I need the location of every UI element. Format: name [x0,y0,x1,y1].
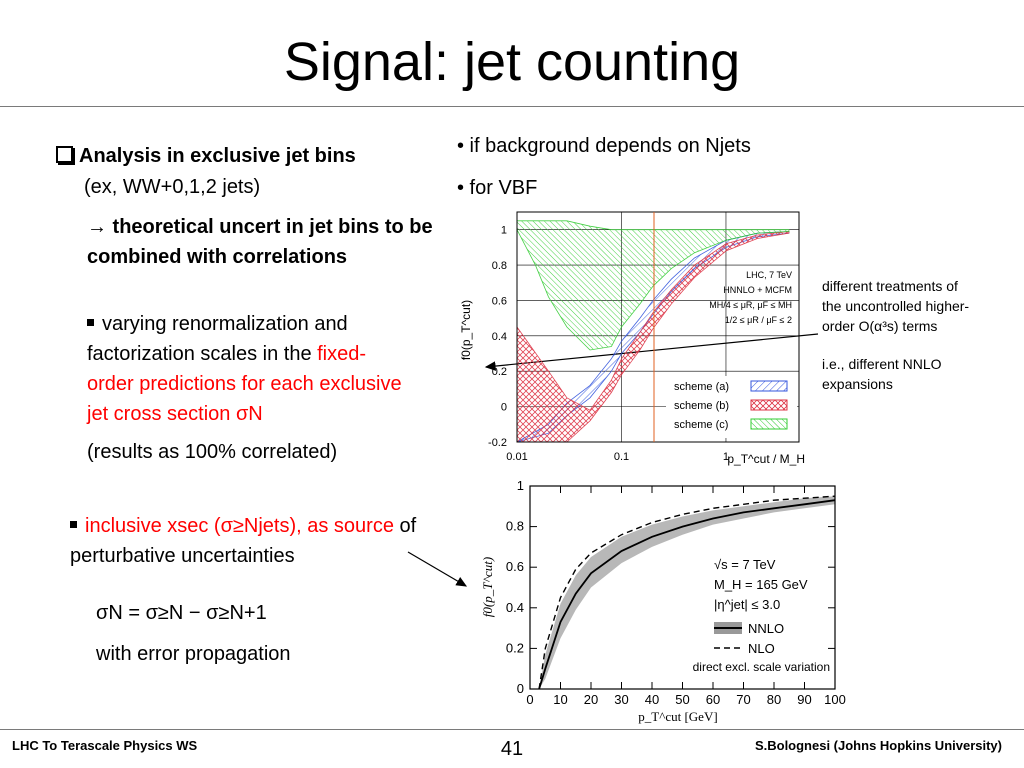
annotation-text: HNNLO + MCFM [723,285,792,295]
item2-black: of [393,515,417,537]
y-axis-label: f0(p_T^cut) [480,557,495,617]
arrow-line-2: combined with correlations [87,246,348,268]
x-tick-label: 90 [797,692,811,707]
arrow-line-1: → theoretical uncert in jet bins to be [87,216,433,238]
y-tick-label: 0.4 [506,600,524,615]
item1-line2: factorization scales in the fixed- [87,339,366,369]
x-tick-label: 10 [553,692,567,707]
bullet-analysis: Analysis in exclusive jet bins [56,141,356,171]
chart1-annotations: LHC, 7 TeV HNNLO + MCFM MH/4 ≤ μR, μF ≤ … [709,270,792,325]
x-tick-label: 40 [645,692,659,707]
side-note-line: the uncontrolled higher- [822,298,970,314]
x-axis-label: p_T^cut [GeV] [638,709,717,724]
x-tick-label: 50 [675,692,689,707]
annotation-text: LHC, 7 TeV [746,270,792,280]
y-tick-label: 0.6 [506,559,524,574]
page-number: 41 [500,738,524,760]
bullet-analysis-label: Analysis in exclusive jet bins [79,145,356,167]
band-schemec [516,220,790,351]
formula: σN = σ≥N − σ≥N+1 [96,602,267,624]
y-tick-label: 0 [501,402,507,414]
x-tick-label: 20 [584,692,598,707]
x-tick-label: 100 [824,692,846,707]
side-note-line: order O(α³s) terms [822,318,938,334]
x-tick-label: 70 [736,692,750,707]
item1-line1: varying renormalization and [87,309,348,339]
side-note-line: different treatments of [822,278,958,294]
legend-swatch [750,399,788,411]
y-axis-label: f0(p_T^cut) [460,300,473,360]
y-tick-label: 0 [517,681,524,696]
x-tick-label: 80 [767,692,781,707]
bullet-njets: • if background depends on Njets [457,135,751,157]
annotation-text: 1/2 ≤ μR / μF ≤ 2 [725,315,792,325]
item1-line2-text: factorization scales in the [87,343,318,365]
x-tick-label: 1 [723,451,729,463]
x-tick-label: 0.1 [614,451,629,463]
item2-red: inclusive xsec (σ≥Njets), as source [85,515,394,537]
item1-line3: order predictions for each exclusive [87,373,402,395]
y-tick-label: 1 [517,478,524,493]
footer-left: LHC To Terascale Physics WS [12,738,198,753]
y-tick-label: 0.8 [506,519,524,534]
x-axis-label: p_T^cut / M_H [727,452,805,466]
formula-note: with error propagation [96,643,291,665]
annotation-text: |η^jet| ≤ 3.0 [714,597,780,612]
legend-swatch [750,380,788,392]
y-tick-label: 0.4 [492,331,507,343]
square-bullet-icon [87,319,94,326]
legend-label: scheme (a) [674,381,729,393]
annotation-text: MH/4 ≤ μR, μF ≤ MH [709,300,792,310]
y-tick-label: -0.2 [488,437,507,449]
chart2-annotations: √s = 7 TeV M_H = 165 GeV |η^jet| ≤ 3.0 d… [693,557,830,674]
footer-right: S.Bolognesi (Johns Hopkins University) [754,738,1002,753]
item1-line4: jet cross section σN [87,403,263,425]
x-tick-label: 60 [706,692,720,707]
y-tick-label: 0.2 [492,366,507,378]
arrow-to-bottom-chart [407,551,468,587]
y-tick-label: 0.8 [492,260,507,272]
footer-divider [0,729,1024,730]
nnlo-line [538,499,836,690]
y-tick-label: 0.6 [492,295,507,307]
item1-line1-text: varying renormalization and [102,313,348,335]
square-bullet-icon [70,521,77,528]
x-tick-label: 0.01 [506,451,527,463]
checkbox-bullet-icon [56,146,73,163]
bullet-analysis-sub: (ex, WW+0,1,2 jets) [84,176,261,198]
annotation-text: M_H = 165 GeV [714,577,808,592]
legend-label: scheme (c) [674,419,728,431]
chart-nnlo-nlo: 0 10 20 30 40 50 60 70 80 90 100 0 0.2 0.4 0.6 0.8 1 √s … [480,478,846,724]
side-note-line: expansions [822,376,893,392]
slide-title: Signal: jet counting [283,32,741,92]
item1-note: (results as 100% correlated) [87,441,338,463]
title-divider [0,106,1024,107]
legend-label: scheme (b) [674,400,729,412]
annotation-text: √s = 7 TeV [714,557,776,572]
item2-line1: inclusive xsec (σ≥Njets), as source of [70,511,416,541]
side-note-line: i.e., different NNLO [822,356,942,372]
plot-frame [516,211,800,443]
nlo-line [538,495,836,690]
side-note: different treatments of the uncontrolled… [822,276,1022,394]
band-schemeb [516,231,790,443]
chart-scheme-comparison: -0.2 0 0.2 0.4 0.6 0.8 1 0.01 0.1 1 LHC, 7 TeV HN… [460,211,805,466]
x-tick-label: 30 [614,692,628,707]
item1-line2-red: fixed- [317,343,367,365]
annotation-text: direct excl. scale variation [693,660,830,674]
legend-label: NNLO [748,621,784,636]
legend-swatch [750,418,788,430]
y-tick-label: 1 [501,225,507,237]
legend-label: NLO [748,641,775,656]
y-tick-label: 0.2 [506,640,524,655]
item2-line2: perturbative uncertainties [70,545,295,567]
nnlo-band [539,496,835,689]
x-tick-label: 0 [526,692,533,707]
bullet-vbf: • for VBF [457,177,538,199]
